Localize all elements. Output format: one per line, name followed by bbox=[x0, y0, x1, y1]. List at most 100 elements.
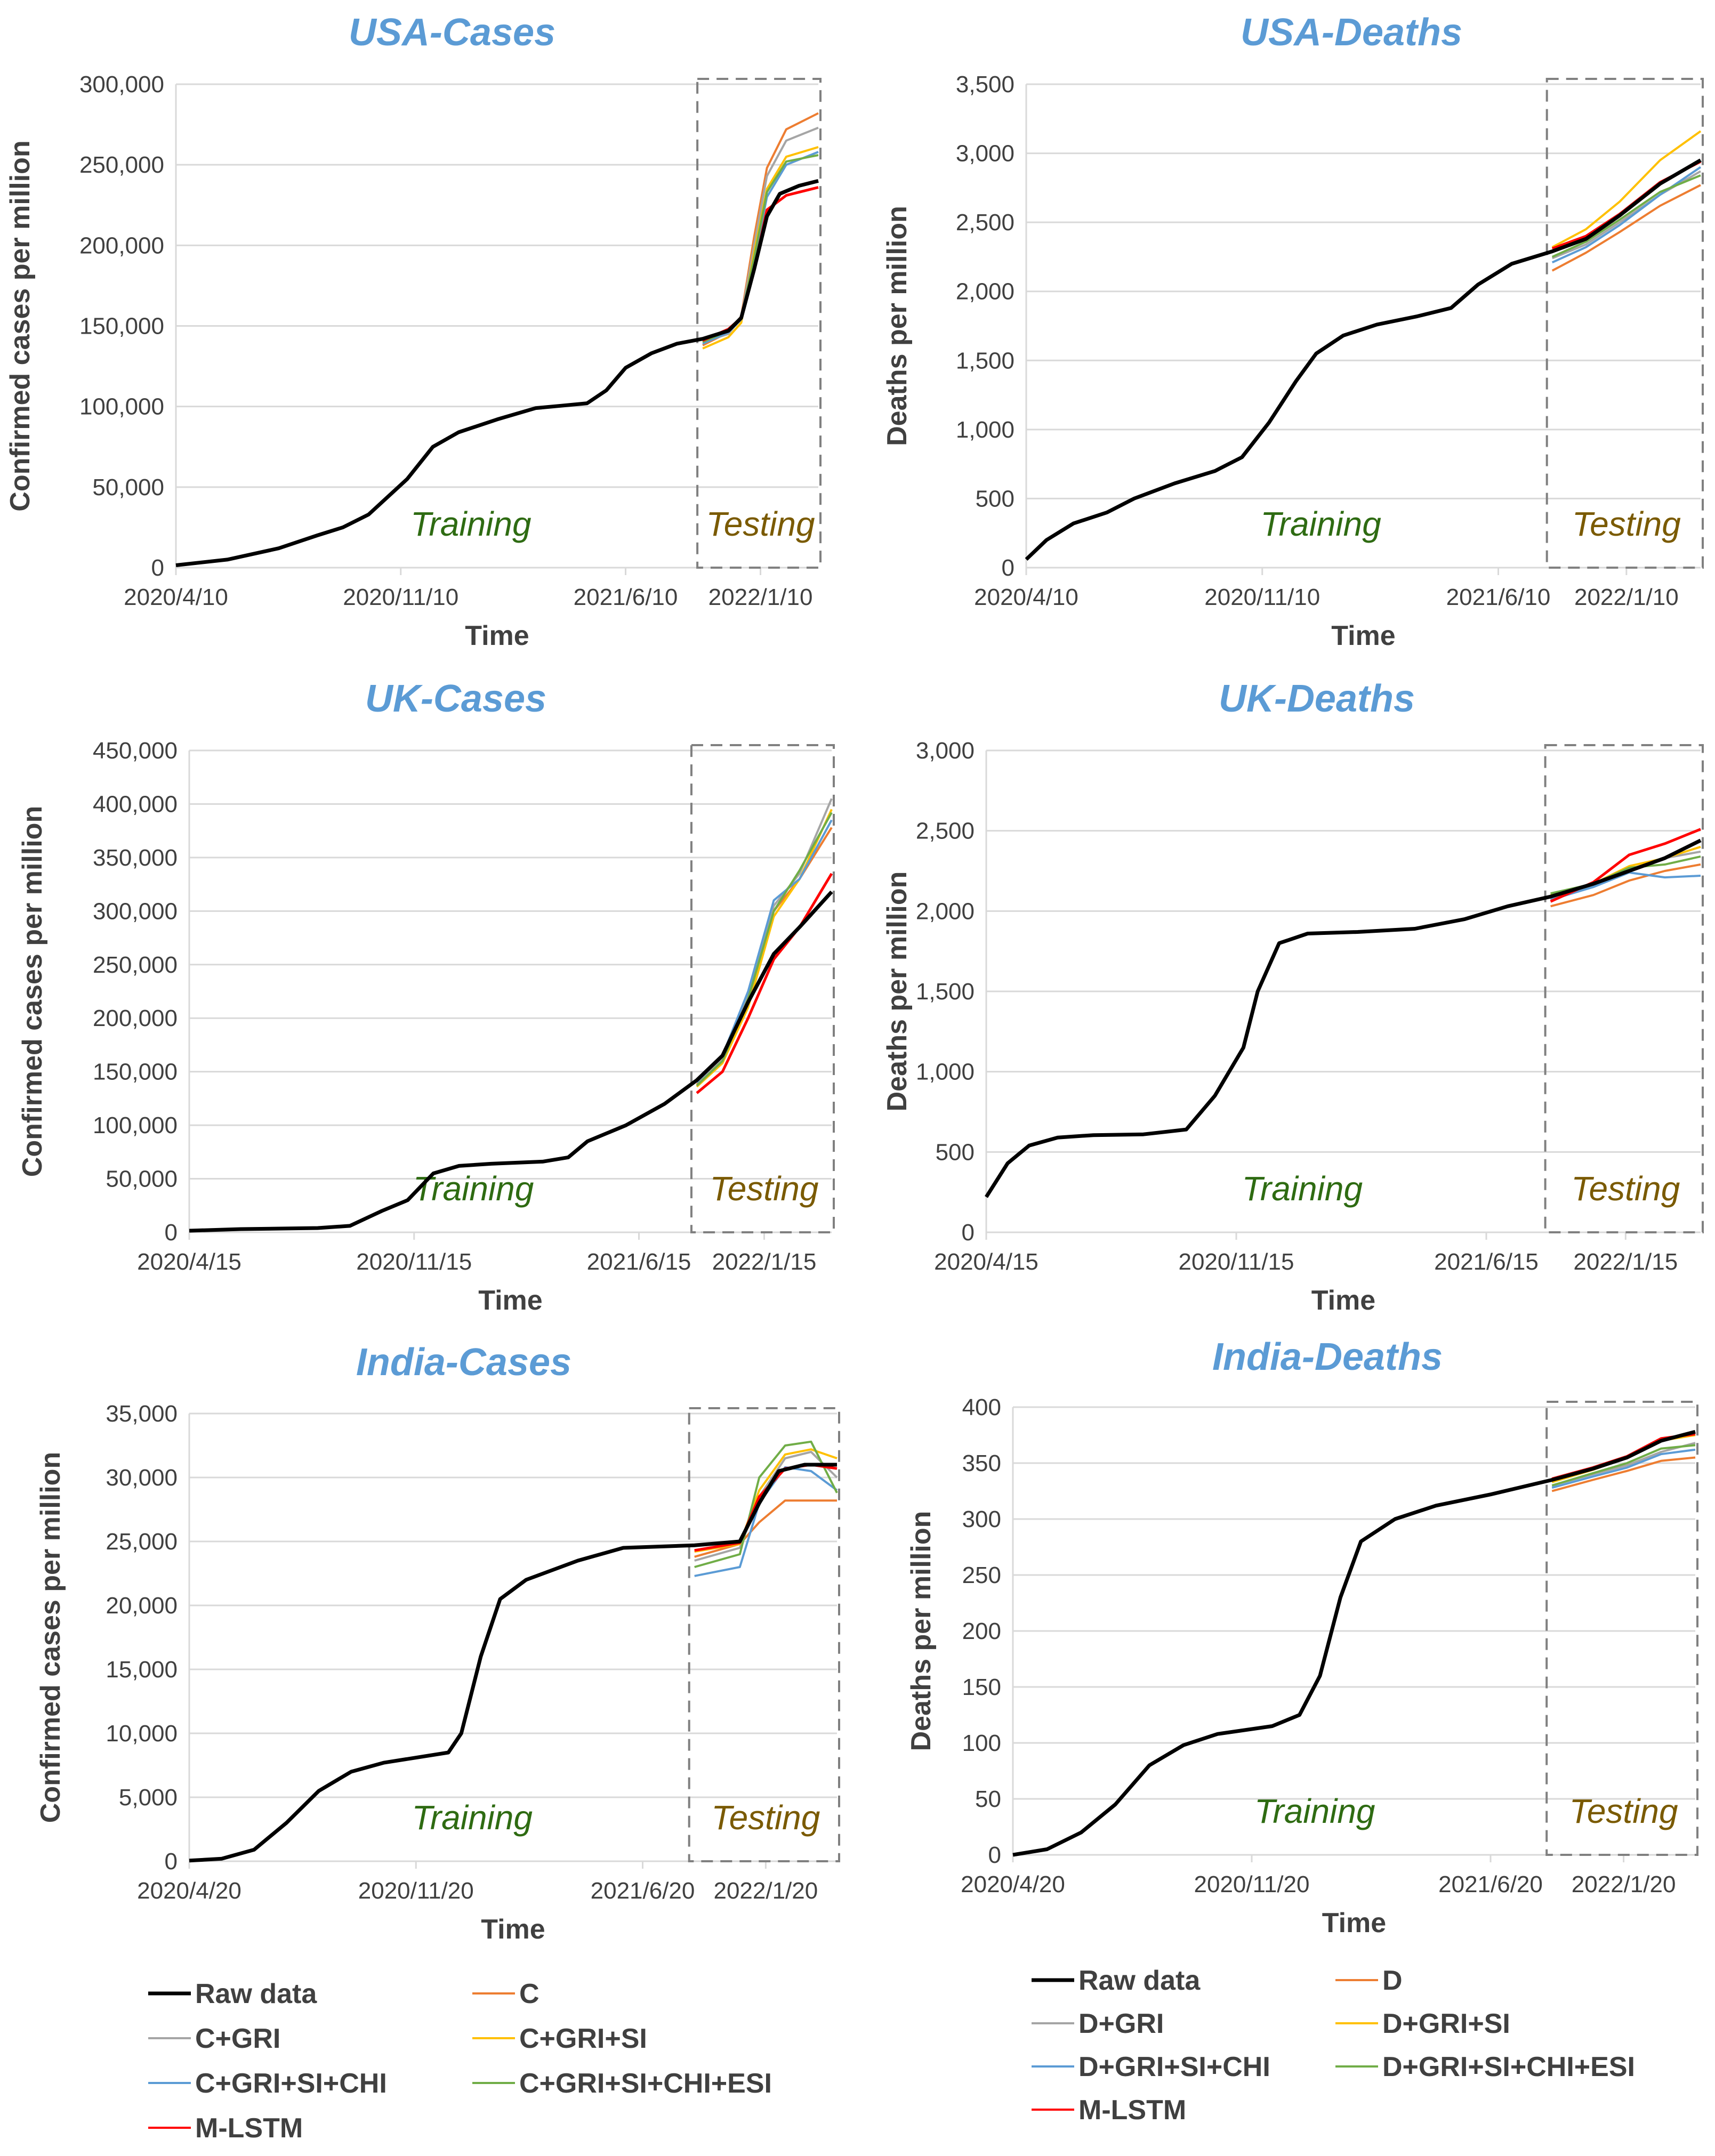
legend-label: M-LSTM bbox=[195, 2113, 303, 2144]
legend-item-raw-data: Raw data bbox=[148, 1979, 317, 2009]
legend-item-d-gri-si-chi: D+GRI+SI+CHI bbox=[1032, 2052, 1270, 2082]
testing-region-box bbox=[1545, 1401, 1698, 1856]
x-tick-label: 2021/6/20 bbox=[1438, 1871, 1543, 1897]
legend-label: D+GRI bbox=[1078, 2008, 1164, 2039]
x-tick-label: 2022/1/20 bbox=[1572, 1871, 1676, 1897]
x-tick-label: 2022/1/10 bbox=[708, 584, 813, 610]
x-axis-label: Time bbox=[1322, 1908, 1386, 1939]
series-line-c bbox=[696, 827, 833, 1086]
legend-deaths: Raw data D D+GRI D+GRI+SI D+GRI+SI+CHI D+GRI+… bbox=[1032, 1965, 1635, 2126]
y-tick-label: 100,000 bbox=[93, 1112, 178, 1138]
x-axis-label: Time bbox=[478, 1285, 542, 1316]
legend-item-c-gri-si: C+GRI+SI bbox=[472, 2023, 647, 2054]
chart-title: USA-Cases bbox=[349, 11, 555, 54]
y-tick-label: 300,000 bbox=[79, 71, 164, 98]
x-tick-label: 2020/4/15 bbox=[137, 1249, 241, 1275]
y-tick-label: 2,000 bbox=[956, 279, 1014, 305]
series-line-d bbox=[1551, 184, 1701, 272]
x-tick-label: 2022/1/10 bbox=[1574, 584, 1679, 610]
y-axis-label: Deaths per million bbox=[882, 206, 913, 446]
x-tick-label: 2021/6/20 bbox=[591, 1878, 695, 1904]
x-tick-label: 2021/6/15 bbox=[587, 1249, 691, 1275]
y-tick-label: 1,500 bbox=[956, 348, 1014, 374]
y-tick-label: 200,000 bbox=[93, 1005, 178, 1031]
y-tick-label: 20,000 bbox=[106, 1593, 178, 1619]
y-tick-label: 100 bbox=[962, 1730, 1001, 1756]
chart-title: UK-Cases bbox=[365, 677, 546, 720]
y-tick-label: 450,000 bbox=[93, 738, 178, 764]
testing-label: Testing bbox=[711, 1798, 820, 1837]
y-tick-label: 500 bbox=[936, 1139, 975, 1165]
y-tick-label: 0 bbox=[962, 1220, 975, 1246]
y-tick-label: 150,000 bbox=[79, 313, 164, 340]
y-tick-label: 2,000 bbox=[916, 898, 975, 924]
legend-label: C+GRI+SI+CHI+ESI bbox=[519, 2068, 772, 2099]
y-tick-label: 0 bbox=[165, 1220, 178, 1246]
y-tick-label: 1,000 bbox=[956, 417, 1014, 443]
series-line-raw-data bbox=[1025, 158, 1702, 561]
series-line-raw-data bbox=[1012, 1430, 1696, 1857]
y-tick-label: 500 bbox=[976, 486, 1014, 512]
training-label: Training bbox=[410, 505, 532, 543]
chart-india-deaths: India-Deaths 0 50 100 150 200 250 300 350 400 2020… bbox=[906, 1336, 1698, 1939]
y-tick-label: 250 bbox=[962, 1562, 1001, 1588]
y-tick-label: 0 bbox=[151, 555, 164, 581]
y-tick-label: 10,000 bbox=[106, 1721, 178, 1747]
y-tick-label: 2,500 bbox=[916, 818, 975, 844]
chart-india-cases: India-Cases 0 5,000 10,000 15,000 20,000 25,00… bbox=[35, 1341, 840, 1945]
y-tick-label: 2,500 bbox=[956, 209, 1014, 236]
series-line-m-lstm bbox=[696, 873, 833, 1094]
legend-label: D+GRI+SI bbox=[1382, 2008, 1510, 2039]
y-axis-label: Deaths per million bbox=[906, 1511, 937, 1751]
x-tick-label: 2020/11/20 bbox=[358, 1878, 474, 1904]
y-tick-label: 25,000 bbox=[106, 1529, 178, 1555]
chart-title: USA-Deaths bbox=[1241, 11, 1462, 54]
series-line-c-gri-si-chi-esi bbox=[694, 1440, 838, 1568]
testing-region-box bbox=[690, 744, 835, 1233]
chart-title: UK-Deaths bbox=[1219, 677, 1415, 720]
series-line-d bbox=[1551, 1456, 1696, 1492]
chart-uk-cases: UK-Cases 0 50,000 100,000 150,000 200,000 250,… bbox=[17, 677, 835, 1316]
y-tick-label: 350 bbox=[962, 1450, 1001, 1476]
y-tick-label: 100,000 bbox=[79, 394, 164, 420]
y-tick-label: 250,000 bbox=[93, 952, 178, 978]
legend-label: C+GRI+SI+CHI bbox=[195, 2068, 387, 2099]
series-line-raw-data bbox=[189, 1463, 837, 1863]
x-tick-label: 2022/1/15 bbox=[712, 1249, 817, 1275]
y-tick-label: 35,000 bbox=[106, 1401, 178, 1427]
legend-label: Raw data bbox=[1078, 1965, 1201, 1996]
y-tick-label: 3,000 bbox=[916, 738, 975, 764]
training-label: Training bbox=[1254, 1792, 1375, 1830]
chart-uk-deaths: UK-Deaths 0 500 1,000 1,500 2,000 2,500 3,000 20… bbox=[882, 677, 1704, 1316]
x-tick-label: 2020/11/20 bbox=[1194, 1871, 1310, 1897]
x-axis-label: Time bbox=[1331, 620, 1395, 651]
y-tick-label: 1,500 bbox=[916, 979, 975, 1005]
y-tick-label: 30,000 bbox=[106, 1465, 178, 1491]
y-tick-label: 0 bbox=[165, 1848, 178, 1875]
legend-label: C bbox=[519, 1979, 540, 2009]
x-tick-label: 2020/4/10 bbox=[974, 584, 1078, 610]
y-tick-label: 1,000 bbox=[916, 1059, 975, 1085]
series-line-c-gri bbox=[694, 1451, 838, 1562]
testing-label: Testing bbox=[706, 505, 815, 543]
y-tick-label: 0 bbox=[988, 1842, 1001, 1868]
training-label: Training bbox=[1260, 505, 1381, 543]
x-tick-label: 2020/11/15 bbox=[356, 1249, 472, 1275]
x-tick-label: 2020/11/10 bbox=[1204, 584, 1320, 610]
testing-region-box bbox=[1544, 744, 1704, 1233]
chart-title: India-Deaths bbox=[1212, 1336, 1443, 1378]
x-tick-label: 2021/6/15 bbox=[1434, 1249, 1539, 1275]
testing-label: Testing bbox=[1571, 1169, 1680, 1208]
y-tick-label: 15,000 bbox=[106, 1657, 178, 1683]
x-tick-label: 2022/1/15 bbox=[1573, 1249, 1678, 1275]
series-line-c bbox=[694, 1499, 837, 1558]
y-tick-label: 200,000 bbox=[79, 232, 164, 259]
chart-usa-deaths: USA-Deaths 0 500 1,000 1,500 2,000 2,500 3,000 3… bbox=[882, 11, 1704, 651]
legend-item-c: C bbox=[472, 1979, 540, 2009]
legend-label: M-LSTM bbox=[1078, 2095, 1186, 2126]
series-line-d bbox=[1550, 863, 1701, 908]
testing-label: Testing bbox=[1572, 505, 1681, 543]
testing-region-box bbox=[1545, 78, 1704, 569]
y-tick-label: 5,000 bbox=[119, 1784, 178, 1811]
y-tick-label: 50 bbox=[975, 1786, 1001, 1812]
